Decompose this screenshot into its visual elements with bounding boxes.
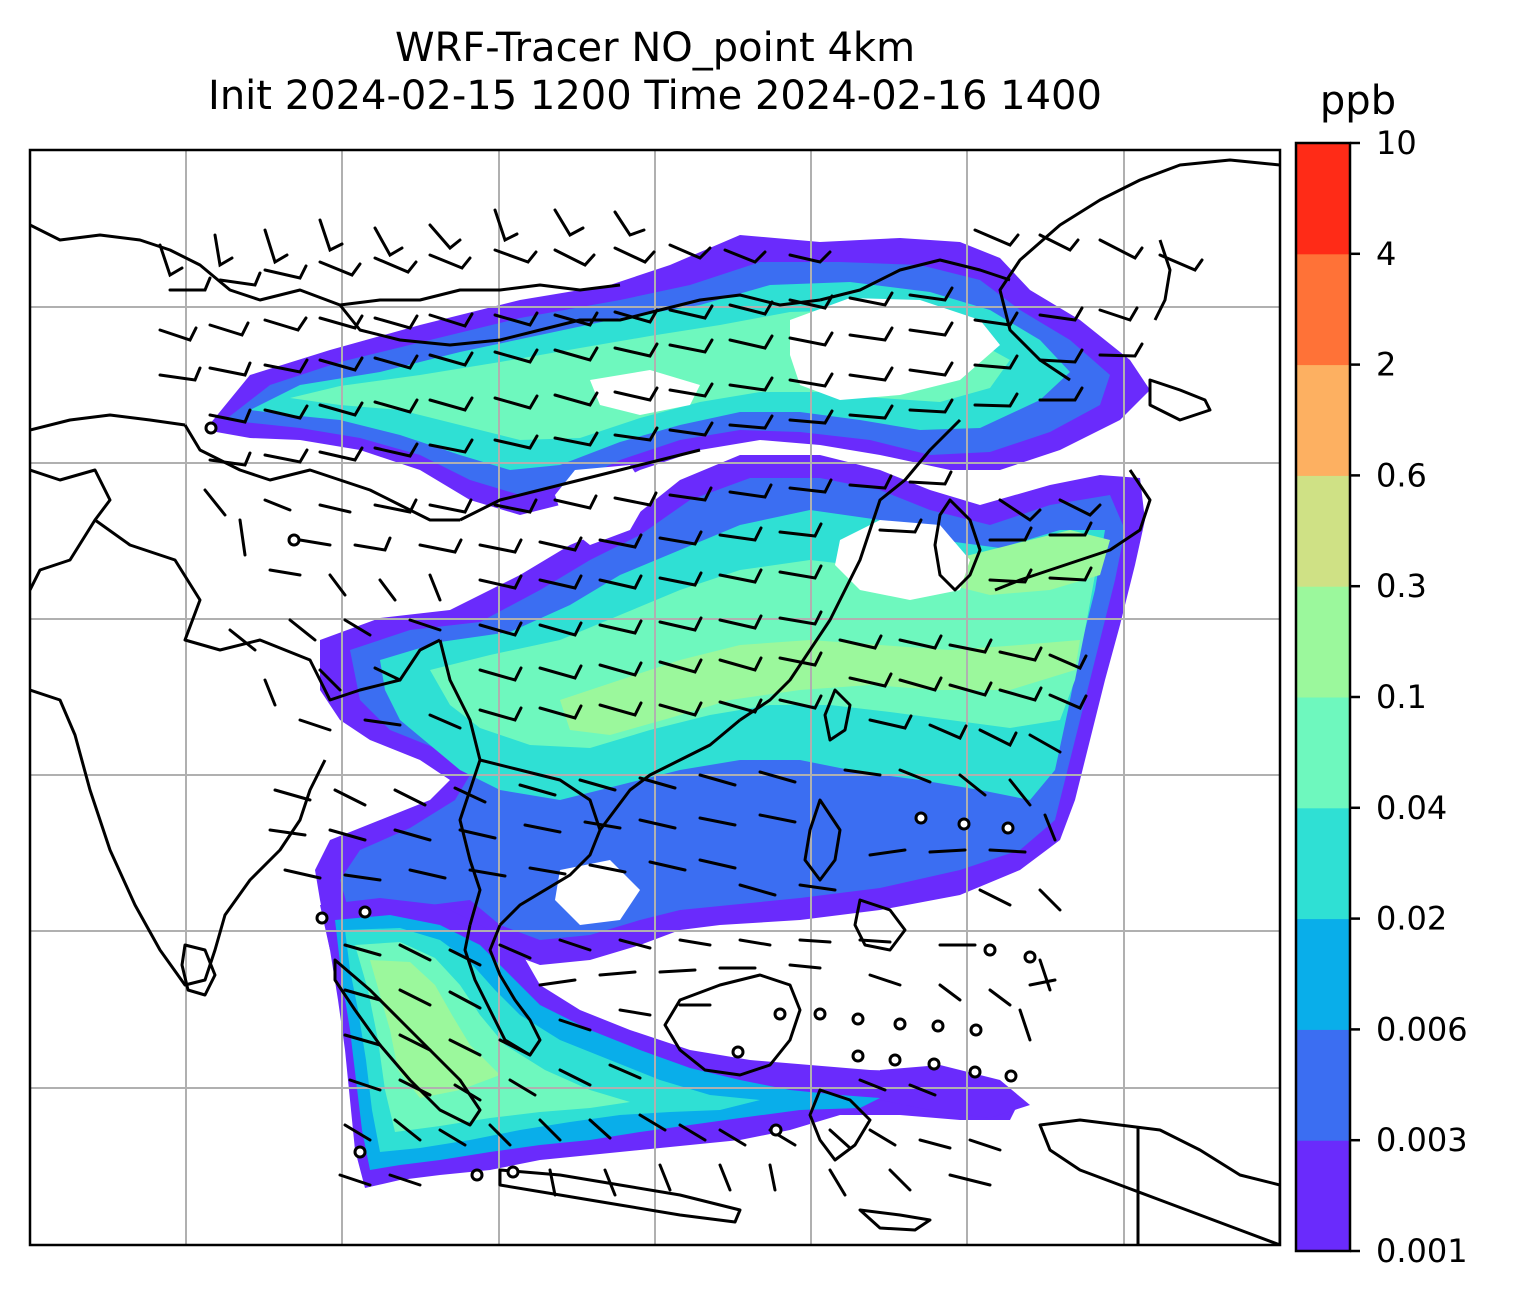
- plume-central-gap-2: [555, 465, 650, 545]
- java: [498, 1168, 742, 1224]
- sri-lanka-coast: [180, 943, 217, 997]
- thai-border: [479, 758, 602, 831]
- russia-east-coast: [998, 158, 1280, 382]
- title-line-2: Init 2024-02-15 1200 Time 2024-02-16 140…: [208, 73, 1102, 119]
- colorbar-bin-5: [1296, 586, 1350, 698]
- mindanao: [853, 898, 907, 952]
- colorbar-tick-label: 10: [1376, 124, 1417, 162]
- wind-barbs: [158, 208, 1204, 1197]
- colorbar-bin-2: [1296, 918, 1350, 1030]
- calm-wind-markers: [204, 421, 1037, 1182]
- new-guinea: [1038, 1118, 1280, 1245]
- title-line-1: WRF-Tracer NO_point 4km: [394, 25, 916, 71]
- map-frame: [28, 148, 1282, 1247]
- plume-south-tail: [880, 1065, 1030, 1118]
- borneo: [663, 973, 802, 1077]
- colorbar-bin-4: [1296, 697, 1350, 809]
- colorbar-tick-label: 0.3: [1376, 567, 1427, 605]
- japan-hokkaido: [1148, 378, 1212, 422]
- map-panel: [30, 150, 1280, 1245]
- colorbar-bin-3: [1296, 807, 1350, 920]
- korea-coast: [933, 498, 982, 592]
- colorbar-bin-1: [1296, 1029, 1350, 1141]
- colorbar-tick-label: 0.1: [1376, 678, 1427, 716]
- sulawesi: [808, 1088, 872, 1162]
- colorbar-tick-label: 0.001: [1376, 1232, 1468, 1270]
- central-asia-border: [30, 223, 621, 307]
- colorbar-tick-label: 0.04: [1376, 789, 1447, 827]
- colorbar-tick-label: 0.02: [1376, 900, 1447, 938]
- sumatra: [333, 958, 482, 1127]
- colorbar-tick-label: 4: [1376, 235, 1396, 273]
- colorbar-bin-9: [1296, 143, 1350, 255]
- kazakh-border: [30, 413, 186, 432]
- colorbar-unit-label: ppb: [1319, 78, 1397, 124]
- map-gridlines: [30, 150, 1280, 1245]
- malay-peninsula: [463, 924, 542, 1057]
- plume-central-gap-3: [555, 860, 640, 925]
- china-east-coast: [739, 418, 962, 722]
- timor: [858, 1208, 932, 1232]
- myanmar-border: [438, 639, 482, 926]
- colorbar-bin-0: [1296, 1140, 1350, 1252]
- pakistan-border: [30, 468, 112, 591]
- indochina-coast: [498, 718, 741, 927]
- sakhalin: [1153, 239, 1172, 321]
- colorbar-bin-6: [1296, 475, 1350, 587]
- luzon: [803, 798, 842, 882]
- colorbar-tick-label: 2: [1376, 346, 1396, 384]
- coastlines: [30, 158, 1280, 1245]
- colorbar-bin-8: [1296, 253, 1350, 366]
- japan-honshu: [994, 469, 1152, 592]
- plume-south-peak: [370, 960, 500, 1098]
- colorbar-tick-label: 0.006: [1376, 1010, 1468, 1048]
- map-title: WRF-Tracer NO_point 4km Init 2024-02-15 …: [30, 24, 1280, 120]
- india-coast: [30, 688, 327, 987]
- plume-central-peak: [560, 640, 1080, 735]
- taiwan-coast: [823, 688, 852, 742]
- concentration-field: [205, 235, 1150, 1188]
- colorbar-bin-7: [1296, 364, 1350, 476]
- mongolia-border: [338, 293, 821, 347]
- plume-north-gap: [790, 298, 1000, 400]
- colorbar-tick-label: 0.003: [1376, 1121, 1468, 1159]
- plume-north-gap-2: [590, 370, 700, 415]
- colorbar: 0.001 0.003 0.006 0.02 0.04 0.1 0.3 0.6 2 4 10: [1294, 124, 1468, 1270]
- amur-border: [819, 258, 1011, 302]
- colorbar-tick-label: 0.6: [1376, 456, 1427, 494]
- mongolia-south-border: [459, 448, 701, 522]
